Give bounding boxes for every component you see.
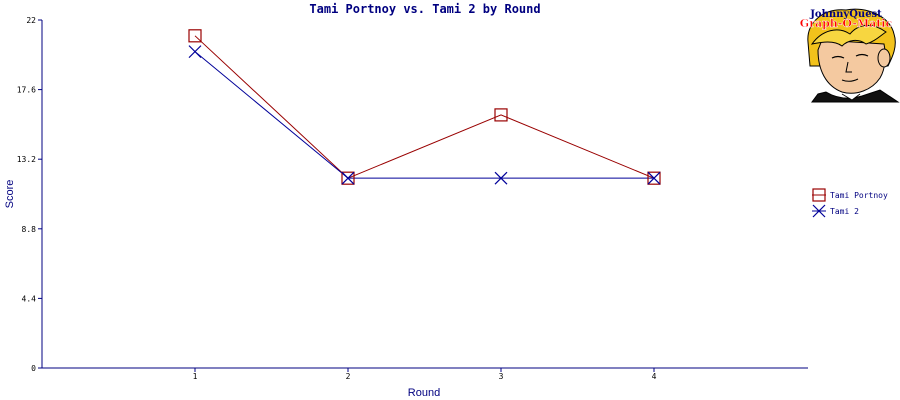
y-ticks: 0 4.4 8.8 13.2 17.6 22 [17,16,42,373]
logo-line-1: JohnnyQuest [809,9,882,20]
series-2-point [647,171,661,185]
logo-mouth-icon [841,78,859,82]
y-tick-label: 13.2 [17,155,36,164]
johnny-quest-logo: JohnnyQuest Graph-O-Matic [800,8,900,103]
series-2-point-stroke [494,171,508,185]
series-2-point [341,171,355,185]
legend-label: Tami Portnoy [830,191,888,200]
y-tick-label: 22 [26,16,36,25]
series-2-point-stroke [647,171,661,185]
logo-bangs-icon [810,25,887,47]
x-ticks: 1 2 3 4 [193,368,657,381]
y-tick-label: 8.8 [22,225,37,234]
logo-ear-icon [877,48,891,68]
series-line-1 [194,35,655,179]
logo-eye-left-icon [831,55,845,59]
legend-marker [812,204,826,218]
y-tick-label: 0 [31,364,36,373]
series-1-point [341,171,355,185]
series-2-point [188,45,202,59]
x-axis-label: Round [408,387,440,399]
legend-label: Tami 2 [830,207,859,216]
legend-marker [812,188,826,202]
logo-face-icon [817,39,886,94]
logo-nose-icon [845,61,852,73]
axes [41,20,808,369]
x-tick-label: 3 [499,372,504,381]
y-tick-label: 4.4 [22,294,37,303]
legend: Tami Portnoy Tami 2 [812,188,888,218]
y-axis-label: Score [4,180,16,209]
series-2-point-stroke [341,171,355,185]
y-tick-label: 17.6 [17,86,36,95]
series-layer [188,29,661,185]
series-1-point [647,171,661,185]
logo-eye-right-icon [855,53,869,57]
series-2-point-stroke [188,45,202,59]
legend-marker-stroke [812,204,826,218]
series-1-point [494,108,508,122]
series-1-point [188,29,202,43]
x-tick-label: 1 [193,372,198,381]
x-tick-label: 2 [346,372,351,381]
logo-collar-icon [841,93,861,101]
logo-line-2: Graph-O-Matic [800,17,893,30]
series-2-point [494,171,508,185]
chart-title: Tami Portnoy vs. Tami 2 by Round [309,2,540,16]
series-line-2 [194,51,654,179]
x-tick-label: 4 [652,372,657,381]
